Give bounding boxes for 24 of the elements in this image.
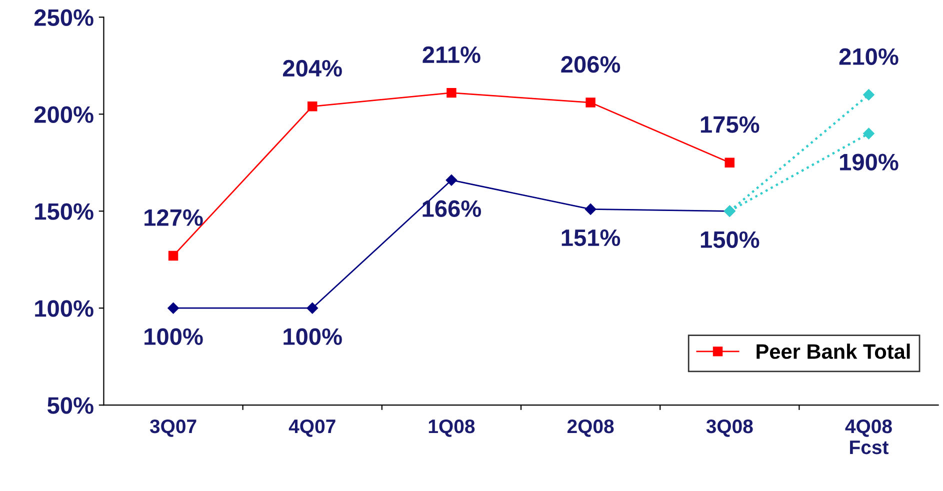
data-label: 100%: [284, 328, 342, 345]
data-label: 100%: [144, 328, 203, 345]
y-tick-label: 50%: [47, 397, 94, 414]
y-tick-label: 250%: [34, 9, 94, 26]
data-label: 166%: [422, 200, 482, 217]
x-tick-label: 4Q07: [288, 419, 336, 437]
data-label: 151%: [562, 229, 620, 246]
data-label: 211%: [422, 46, 480, 64]
data-label: 127%: [144, 209, 203, 226]
legend-label: Peer Bank Total: [756, 344, 910, 359]
data-label: 175%: [700, 116, 760, 133]
data-label: 210%: [839, 48, 898, 65]
x-tick-label: 1Q08: [428, 419, 475, 437]
data-label: 206%: [561, 56, 620, 73]
y-tick-label: 200%: [34, 106, 94, 123]
data-label: 190%: [840, 154, 898, 170]
data-label: 150%: [700, 231, 760, 248]
x-tick-label: 3Q07: [150, 419, 196, 437]
y-tick-label: 100%: [35, 300, 94, 317]
x-tick-label: 4Q08 Fcst: [845, 419, 892, 454]
x-tick-label: 3Q08: [706, 419, 753, 437]
x-tick-label: 2Q08: [567, 419, 614, 437]
data-label: 204%: [282, 60, 342, 77]
y-tick-label: 150%: [35, 203, 94, 220]
